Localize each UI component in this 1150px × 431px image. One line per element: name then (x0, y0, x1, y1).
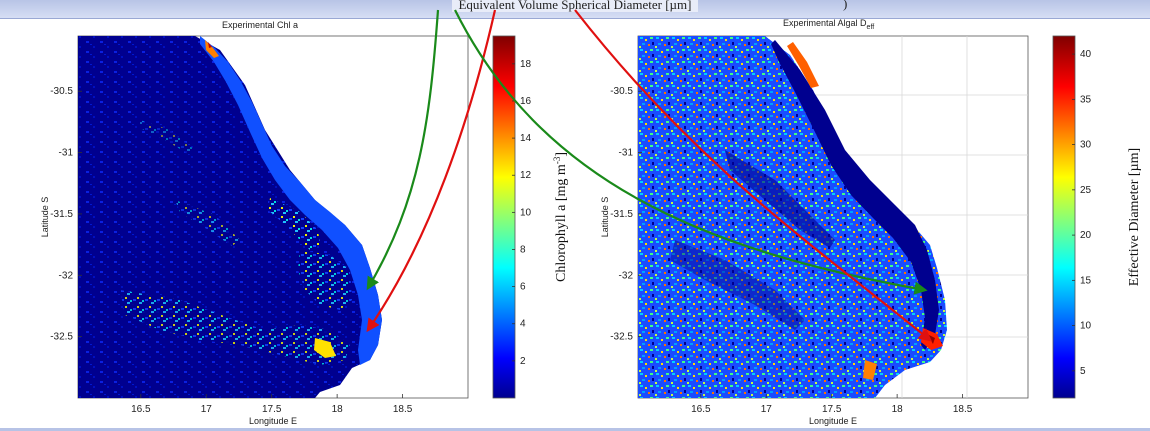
caption: Equivalent Volume Spherical Diameter [µm… (0, 0, 1150, 13)
deff-cbtick-label: 20 (1080, 230, 1092, 241)
chl-cbtick-label: 16 (520, 96, 532, 107)
bottom-rule (0, 428, 1150, 431)
chl-cbtick-label: 2 (520, 356, 526, 367)
deff-xtick-label: 18.5 (953, 404, 973, 415)
chl-xtick-label: 18.5 (393, 404, 413, 415)
deff-cbtick-label: 35 (1080, 94, 1092, 105)
chl-colorbar (492, 35, 516, 399)
chl-ytick-label: -31.5 (50, 209, 73, 220)
chl-cbtick-label: 4 (520, 319, 526, 330)
deff-cbtick-label: 15 (1080, 275, 1092, 286)
chl-cbtick-label: 8 (520, 244, 526, 255)
chl-cbtick-label: 10 (520, 207, 532, 218)
chl-xlabel: Longitude E (249, 416, 297, 426)
chl-panel: Experimental Chl a (40, 20, 569, 426)
caption-text: Equivalent Volume Spherical Diameter [µm… (452, 0, 698, 12)
deff-ytick-label: -31 (619, 148, 634, 159)
chl-ytick-label: -31 (59, 148, 74, 159)
chl-ylabel: Latitude S (40, 197, 50, 238)
deff-ytick-label: -32.5 (610, 332, 633, 343)
deff-xtick-label: 17 (761, 404, 773, 415)
deff-ytick-label: -30.5 (610, 86, 633, 97)
deff-chart: 5 10 15 20 25 30 35 40 Longitude E Latitude S E… (600, 35, 1142, 426)
deff-cbtick-label: 40 (1080, 49, 1092, 60)
deff-ylabel: Latitude S (600, 197, 610, 238)
deff-ytick-label: -32 (619, 270, 634, 281)
caption-mark: ) (843, 0, 848, 11)
chl-chart: 2 4 6 8 10 12 14 16 18 Longitude E Latitude S Ch… (40, 35, 569, 426)
chl-cbtick-label: 18 (520, 59, 532, 70)
chl-colorbar-label: Chlorophyll a [mg m-3] (552, 152, 569, 282)
deff-xtick-label: 17.5 (822, 404, 842, 415)
chl-xtick-label: 17 (201, 404, 213, 415)
deff-colorbar-label: Effective Diameter [µm] (1127, 148, 1142, 286)
chl-xtick-label: 18 (332, 404, 344, 415)
chl-cbtick-label: 12 (520, 170, 532, 181)
deff-cbtick-label: 25 (1080, 185, 1092, 196)
deff-cbtick-label: 5 (1080, 366, 1086, 377)
chl-cbtick-label: 14 (520, 133, 532, 144)
deff-panel: Experimental Algal Deff (575, 0, 1150, 431)
chl-title: Experimental Chl a (222, 20, 299, 30)
deff-xtick-label: 18 (892, 404, 904, 415)
chl-xtick-label: 17.5 (262, 404, 282, 415)
chl-ytick-label: -32.5 (50, 332, 73, 343)
deff-ytick-label: -31.5 (610, 209, 633, 220)
chl-cbtick-label: 6 (520, 282, 526, 293)
deff-colorbar (1052, 35, 1076, 399)
chl-xtick-label: 16.5 (131, 404, 151, 415)
deff-xlabel: Longitude E (809, 416, 857, 426)
deff-xtick-label: 16.5 (691, 404, 711, 415)
chl-ytick-label: -30.5 (50, 86, 73, 97)
deff-cbtick-label: 30 (1080, 140, 1092, 151)
deff-cbtick-label: 10 (1080, 321, 1092, 332)
chl-ytick-label: -32 (59, 270, 74, 281)
